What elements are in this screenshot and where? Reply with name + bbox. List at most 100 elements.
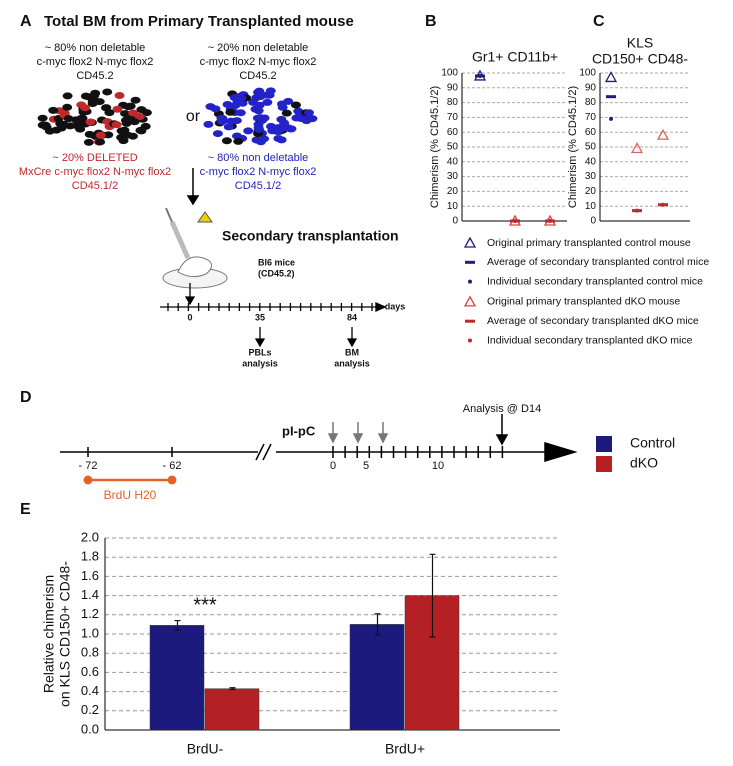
y-tick-label: 30 [447,171,459,182]
left-text: ~ 80% non deletable c-myc flox2 N-myc fl… [19,42,316,192]
y-tick-label: 100 [579,68,596,79]
cell [102,88,113,96]
cell [254,101,265,109]
text: c-myc flox2 N-myc flox2 [200,166,317,178]
arrow-head [346,338,358,348]
mouse [177,256,212,278]
y-tick-label: 10 [447,201,459,212]
cell [62,103,73,111]
annotation: *** [193,594,217,616]
cell [283,97,294,105]
panel-label: D [20,389,32,406]
cell [290,101,301,109]
cell-clusters [37,87,318,146]
dot-marker [548,219,552,223]
analysis: analysis [334,358,370,368]
panel-title: Total BM from Primary Transplanted mouse [44,13,354,30]
legend-label: Control [630,435,675,451]
y-tick-label: 2.0 [81,529,99,544]
y-tick-label: 0 [590,216,596,227]
text: ~ 80% non deletable [45,42,146,54]
y-tick-label: 90 [585,82,597,93]
dot-marker [468,338,472,343]
tick-label: 35 [255,312,265,322]
recipient: (CD45.2) [258,268,295,278]
y-axis-label: Chimerism (% CD45.1/2) [567,86,579,208]
cell [253,88,264,96]
text: ~ 20% DELETED [52,152,137,164]
y-axis-label: on KLS CD150+ CD48- [57,561,73,707]
y-tick-label: 0 [452,216,458,227]
cell [84,130,95,138]
y-tick-label: 0.6 [81,664,99,679]
panel-label: A [20,13,32,30]
timeline [160,283,387,348]
x-tick-label: BrdU- [187,741,224,757]
y-tick-label: 1.8 [81,549,99,564]
dash-marker [465,319,475,323]
y-axis-label: Chimerism (% CD45.1/2) [429,86,441,208]
cell [62,92,73,100]
y-tick-label: 80 [585,97,597,108]
text: ~ 80% non deletable [208,152,309,164]
cell [221,137,232,145]
cell [48,106,59,114]
panel-label: C [593,13,605,30]
cell [225,108,236,116]
y-tick-label: 20 [585,186,597,197]
cell [75,125,86,133]
cell [243,127,254,135]
y-tick-label: 70 [447,112,459,123]
dot-marker [468,279,472,284]
y-tick-label: 0.8 [81,645,99,660]
cell [253,107,264,115]
analysis: BM [345,347,359,357]
cell [255,114,266,122]
syringe-plunger [165,207,173,223]
panel-label: E [20,501,31,518]
cell [259,135,270,143]
cell [237,99,248,107]
dot-marker [635,208,639,213]
cell [277,103,288,111]
bar [149,625,205,731]
legend-label: Average of secondary transplanted dKO mi… [487,315,699,327]
text: c-myc flox2 N-myc flox2 [200,56,317,68]
cell [56,124,67,132]
legend-swatch [596,456,612,472]
timeline-labels: - 72 - 62 0 5 10 [79,460,445,472]
cell [83,138,94,146]
cell [90,89,101,97]
timeline [60,414,578,463]
error-bar [374,613,381,636]
cell [203,120,214,128]
cell [307,115,318,123]
cell [254,125,265,133]
text: CD45.1/2 [72,180,118,192]
cell [273,135,284,143]
y-tick-label: 1.2 [81,606,99,621]
text: ~ 20% non deletable [208,42,309,54]
y-tick-label: 1.6 [81,568,99,583]
cell [83,93,94,101]
analysis-label: Analysis @ D14 [463,403,541,415]
cell [267,127,278,135]
cell [114,92,125,100]
panel-label: B [425,13,437,30]
text: c-myc flox2 N-myc flox2 [37,56,154,68]
timeline-labels: days 0 35 84 PBLs analysis BM analysis [187,301,405,368]
arrow-head [186,195,200,206]
cell [128,109,139,117]
y-tick-label: 10 [585,201,597,212]
bar [349,624,405,731]
brdu-bar: BrdU H20 [83,475,177,502]
text: CD45.2 [239,70,276,82]
brdu-label: BrdU H20 [104,488,157,502]
tick-label: 0 [187,312,192,322]
cell [262,98,273,106]
y-tick-label: 40 [585,156,597,167]
bar [204,688,260,731]
y-tick-label: 70 [585,112,597,123]
triangle-marker [630,142,644,154]
